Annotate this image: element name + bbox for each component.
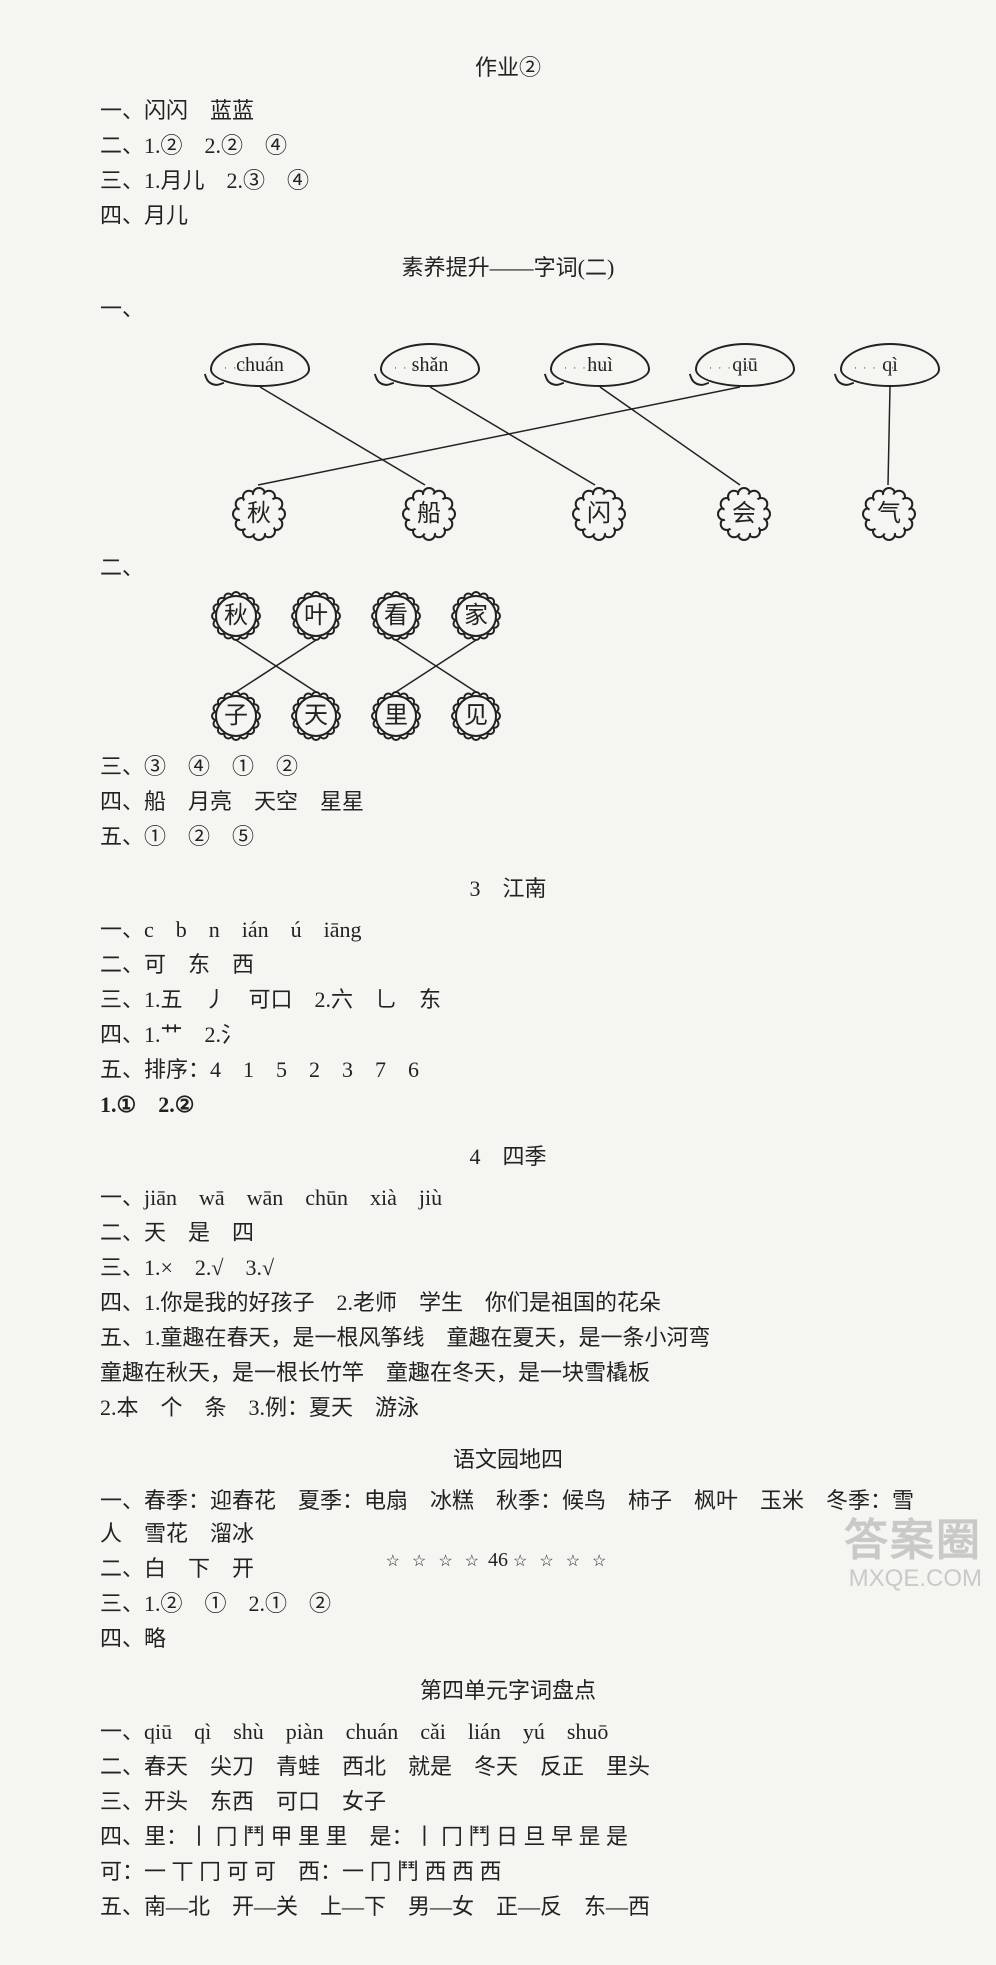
stars-left: ☆ ☆ ☆ ☆ (386, 1553, 483, 1570)
title-suyang: 素养提升——字词(二) (100, 250, 916, 282)
watermark-small: MXQE.COM (844, 1566, 982, 1592)
character-flower: 闪 (570, 485, 628, 543)
watermark: 答案圈 MXQE.COM (844, 1517, 982, 1592)
page-number: 46 (488, 1549, 508, 1571)
character-gear: 家 (450, 590, 502, 642)
text-line: 一、c b n ián ú iāng (100, 913, 916, 946)
text-line: 二、1.② 2.② ④ (100, 129, 916, 162)
title-jiangnan: 3 江南 (100, 871, 916, 903)
text-line: 四、略 (100, 1622, 916, 1655)
text-line: 四、1.艹 2.氵 (100, 1018, 916, 1051)
text-line: 三、开头 东西 可口 女子 (100, 1785, 916, 1818)
text-line: 一、闪闪 蓝蓝 (100, 94, 916, 127)
text-line: 五、① ② ⑤ (100, 820, 916, 853)
text-line: 三、1.× 2.√ 3.√ (100, 1251, 916, 1284)
text-line: 五、排序：4 1 5 2 3 7 6 (100, 1053, 916, 1086)
text-line: 童趣在秋天，是一根长竹竿 童趣在冬天，是一块雪橇板 (100, 1356, 916, 1389)
page-content: 作业② 一、闪闪 蓝蓝 二、1.② 2.② ④ 三、1.月儿 2.③ ④ 四、月… (0, 0, 996, 1965)
character-flower: 气 (860, 485, 918, 543)
character-gear: 秋 (210, 590, 262, 642)
character-gear: 看 (370, 590, 422, 642)
character-matching-diagram: 秋 叶 看 家 子 天 里 见 (100, 586, 916, 746)
character-flower: 船 (400, 485, 458, 543)
text-line: 一、qiū qì shù piàn chuán cǎi lián yú shuō (100, 1715, 916, 1748)
character-flower: 秋 (230, 485, 288, 543)
watermark-big: 答案圈 (844, 1517, 982, 1565)
text-line: 五、南—北 开—关 上—下 男—女 正—反 东—西 (100, 1890, 916, 1923)
text-line: 四、1.你是我的好孩子 2.老师 学生 你们是祖国的花朵 (100, 1286, 916, 1319)
pinyin-oval: · · · · ·chuán (210, 343, 310, 387)
title-zuoye2: 作业② (100, 50, 916, 82)
text-line: 可：一 丅 冂 可 可 西：一 冂 鬥 西 西 西 (100, 1855, 916, 1888)
character-gear: 叶 (290, 590, 342, 642)
text-line: 一、春季：迎春花 夏季：电扇 冰糕 秋季：候鸟 柿子 枫叶 玉米 冬季：雪人 雪… (100, 1484, 916, 1550)
pinyin-matching-diagram: · · · · ·chuán · · · · ·shǎn · · · · ·huì ·… (100, 335, 916, 545)
character-gear: 子 (210, 690, 262, 742)
text-line: 三、③ ④ ① ② (100, 750, 916, 783)
text-line: 二、天 是 四 (100, 1216, 916, 1249)
character-flower: 会 (715, 485, 773, 543)
text-line: 四、里：丨 冂 鬥 甲 里 里 是：丨 冂 鬥 日 旦 早 昰 是 (100, 1820, 916, 1853)
text-line: 二、 (100, 551, 916, 584)
pinyin-oval: · · · · ·qiū (695, 343, 795, 387)
text-line: 二、可 东 西 (100, 948, 916, 981)
pinyin-oval: · · · · ·shǎn (380, 343, 480, 387)
text-line: 一、jiān wā wān chūn xià jiù (100, 1181, 916, 1214)
title-pandian: 第四单元字词盘点 (100, 1673, 916, 1705)
pinyin-oval: · · · · ·qì (840, 343, 940, 387)
title-yuandi4: 语文园地四 (100, 1442, 916, 1474)
character-gear: 里 (370, 690, 422, 742)
text-line: 三、1.月儿 2.③ ④ (100, 164, 916, 197)
character-gear: 天 (290, 690, 342, 742)
text-line: 三、1.② ① 2.① ② (100, 1587, 916, 1620)
text-line: 一、 (100, 292, 916, 325)
character-gear: 见 (450, 690, 502, 742)
title-siji: 4 四季 (100, 1139, 916, 1171)
text-line: 2.本 个 条 3.例：夏天 游泳 (100, 1391, 916, 1424)
text-line: 五、1.童趣在春天，是一根风筝线 童趣在夏天，是一条小河弯 (100, 1321, 916, 1354)
text-line: 1.① 2.② (100, 1088, 916, 1121)
text-line: 四、船 月亮 天空 星星 (100, 785, 916, 818)
stars-right: ☆ ☆ ☆ ☆ (513, 1553, 610, 1570)
text-line: 三、1.五 丿 可口 2.六 乚 东 (100, 983, 916, 1016)
text-line: 四、月儿 (100, 199, 916, 232)
text-line: 二、春天 尖刀 青蛙 西北 就是 冬天 反正 里头 (100, 1750, 916, 1783)
pinyin-oval: · · · · ·huì (550, 343, 650, 387)
